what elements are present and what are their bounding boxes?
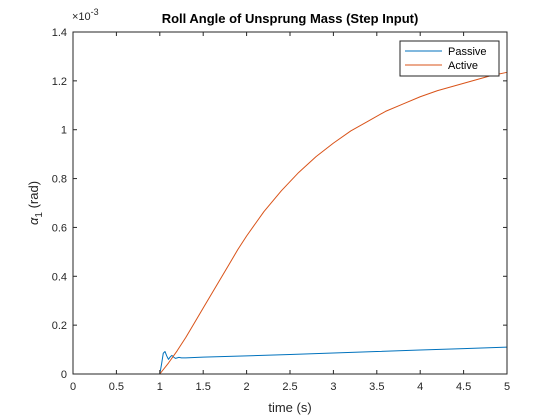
y-tick-label: 1.4 — [52, 27, 67, 39]
x-axis-label: time (s) — [268, 400, 311, 415]
x-tick-label: 4.5 — [456, 381, 471, 393]
x-tick-label: 1 — [157, 381, 163, 393]
y-tick-label: 1.2 — [52, 76, 67, 88]
plot-area — [73, 32, 507, 374]
x-tick-label: 1.5 — [196, 381, 211, 393]
legend-label-active: Active — [448, 60, 478, 72]
series-lines — [73, 71, 508, 375]
chart-title: Roll Angle of Unsprung Mass (Step Input) — [162, 11, 419, 26]
y-exponent-power: -3 — [91, 7, 99, 17]
x-tick-label: 2 — [244, 381, 250, 393]
y-tick-label: 0.2 — [52, 320, 67, 332]
series-line-active — [73, 71, 508, 375]
legend: Passive Active — [399, 40, 500, 77]
x-tick-label: 2.5 — [282, 381, 297, 393]
series-line-passive — [73, 346, 508, 375]
y-tick-label: 0.4 — [52, 271, 67, 283]
y-tick-label: 0.8 — [52, 174, 67, 186]
y-tick-label: 1 — [61, 125, 67, 137]
x-tick-label: 3 — [330, 381, 336, 393]
x-tick-label: 0 — [70, 381, 76, 393]
y-label-unit: (rad) — [26, 181, 41, 212]
y-label-symbol: α — [26, 217, 41, 225]
x-axis-ticks: 0 0.5 1 1.5 2 2.5 3 3.5 4 4.5 5 — [70, 32, 510, 393]
y-tick-label: 0.6 — [52, 222, 67, 234]
legend-box — [399, 40, 500, 77]
x-tick-label: 3.5 — [369, 381, 384, 393]
x-tick-label: 5 — [504, 381, 510, 393]
y-tick-label: 0 — [61, 369, 67, 381]
y-label-subscript: 1 — [34, 212, 45, 218]
y-exponent-prefix: ×10 — [72, 11, 91, 23]
x-tick-label: 4 — [417, 381, 423, 393]
x-tick-label: 0.5 — [109, 381, 124, 393]
y-axis-exponent: ×10-3 — [72, 7, 99, 23]
legend-label-passive: Passive — [448, 46, 487, 58]
y-axis-label: α1 (rad) — [26, 181, 45, 225]
y-axis-ticks: 0 0.2 0.4 0.6 0.8 1 1.2 1.4 — [52, 27, 507, 381]
